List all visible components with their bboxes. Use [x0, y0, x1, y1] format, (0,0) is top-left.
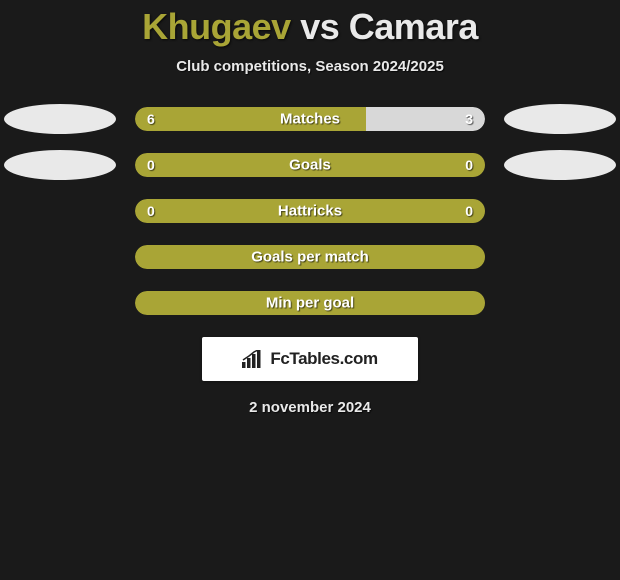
brand-text: FcTables.com	[270, 349, 377, 369]
stat-value-right: 0	[465, 157, 473, 173]
stat-bar-min-per-goal: Min per goal	[135, 291, 485, 315]
player2-name: Camara	[349, 6, 478, 47]
stat-label: Hattricks	[135, 203, 485, 220]
player2-photo-placeholder	[504, 104, 616, 134]
stat-row-goals: 0 Goals 0	[0, 153, 620, 177]
stat-value-right: 3	[465, 111, 473, 127]
bar-chart-icon	[242, 350, 264, 368]
stat-bar-matches: 6 Matches 3	[135, 107, 485, 131]
stat-value-right: 0	[465, 203, 473, 219]
stat-row-goals-per-match: Goals per match	[0, 245, 620, 269]
stat-row-min-per-goal: Min per goal	[0, 291, 620, 315]
stat-bar-goals-per-match: Goals per match	[135, 245, 485, 269]
stat-row-matches: 6 Matches 3	[0, 107, 620, 131]
stats-container: 6 Matches 3 0 Goals 0 0 Hattricks 0	[0, 107, 620, 315]
player1-photo-placeholder	[4, 104, 116, 134]
date-label: 2 november 2024	[249, 399, 371, 416]
fctables-logo[interactable]: FcTables.com	[202, 337, 418, 381]
subtitle: Club competitions, Season 2024/2025	[176, 58, 444, 75]
stat-row-hattricks: 0 Hattricks 0	[0, 199, 620, 223]
player2-photo-placeholder	[504, 150, 616, 180]
stat-label: Matches	[135, 111, 485, 128]
player1-photo-placeholder	[4, 150, 116, 180]
stat-bar-goals: 0 Goals 0	[135, 153, 485, 177]
stat-label: Goals	[135, 157, 485, 174]
player1-name: Khugaev	[142, 6, 291, 47]
stat-bar-hattricks: 0 Hattricks 0	[135, 199, 485, 223]
stat-label: Min per goal	[135, 295, 485, 312]
stat-label: Goals per match	[135, 249, 485, 266]
vs-label: vs	[300, 6, 339, 47]
comparison-title: Khugaev vs Camara	[142, 6, 478, 48]
